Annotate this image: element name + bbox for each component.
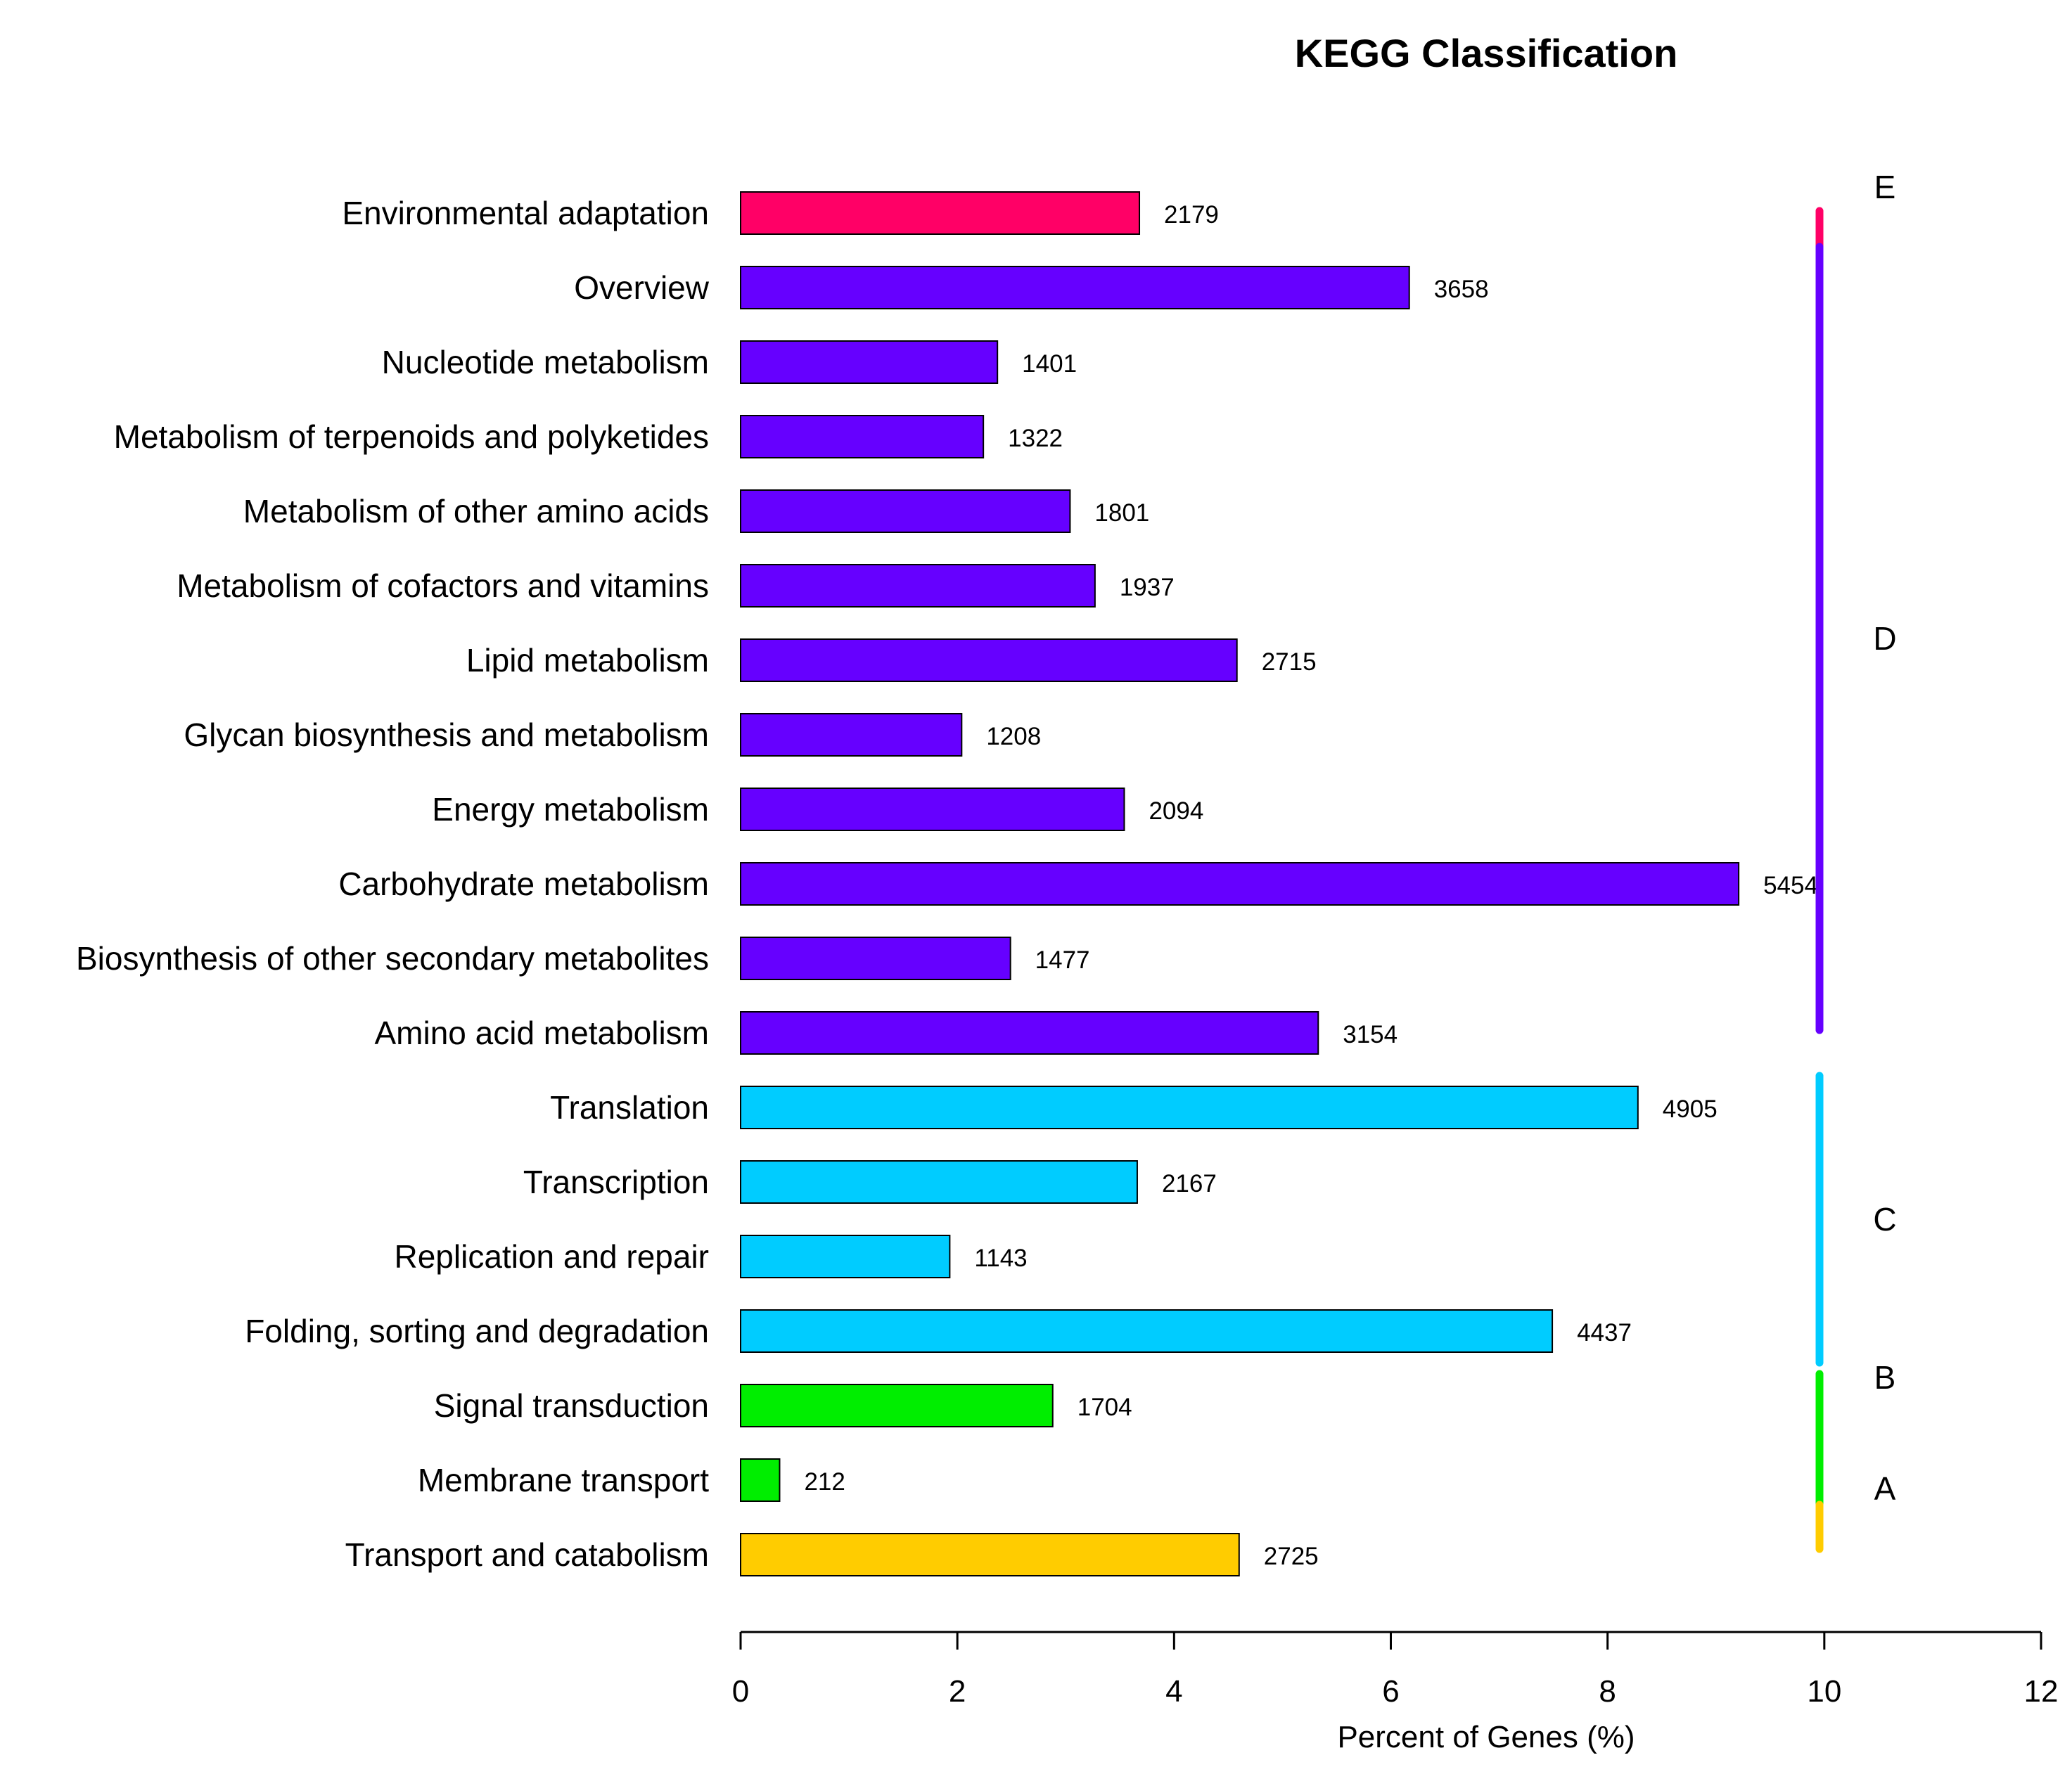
bar — [740, 191, 1141, 235]
x-tick-label: 10 — [1807, 1674, 1841, 1709]
value-label: 3154 — [1343, 1021, 1398, 1048]
bar — [740, 266, 1410, 309]
category-label: Signal transduction — [434, 1387, 709, 1424]
x-axis: 0 2 4 6 8 10 12 — [732, 1631, 2059, 1709]
category-label: Energy metabolism — [432, 791, 709, 828]
category-label: Transport and catabolism — [345, 1536, 709, 1573]
bar — [740, 1384, 1054, 1427]
value-label: 1937 — [1120, 574, 1175, 601]
value-label: 2094 — [1149, 797, 1203, 825]
value-label: 1208 — [986, 723, 1041, 750]
value-label: 2715 — [1262, 648, 1317, 676]
category-label: Lipid metabolism — [466, 642, 709, 679]
value-label: 1322 — [1008, 425, 1063, 452]
category-label: Overview — [574, 269, 709, 306]
category-label: Membrane transport — [418, 1462, 709, 1498]
bar — [740, 340, 999, 384]
group-label: A — [1874, 1470, 1896, 1507]
value-label: 3658 — [1434, 276, 1489, 303]
x-tick-label: 4 — [1165, 1674, 1182, 1709]
category-label: Environmental adaptation — [342, 195, 709, 231]
bar — [740, 415, 985, 458]
group-label: B — [1874, 1359, 1896, 1396]
bar — [740, 1011, 1319, 1055]
value-label: 2179 — [1164, 201, 1219, 229]
value-label: 4905 — [1663, 1095, 1718, 1123]
category-label: Nucleotide metabolism — [382, 344, 709, 380]
x-axis-title: Percent of Genes (%) — [1337, 1720, 1635, 1754]
category-labels: Environmental adaptation Overview Nucleoti… — [76, 195, 710, 1573]
bar — [740, 1086, 1639, 1129]
bar — [740, 788, 1125, 831]
bar — [740, 937, 1011, 980]
value-label: 212 — [804, 1468, 845, 1496]
value-label: 1143 — [974, 1245, 1027, 1272]
bar — [740, 713, 963, 757]
value-label: 1704 — [1077, 1394, 1132, 1421]
group-label: C — [1873, 1201, 1896, 1238]
bar — [740, 489, 1071, 533]
category-label: Amino acid metabolism — [374, 1015, 709, 1051]
category-label: Metabolism of cofactors and vitamins — [177, 567, 709, 604]
value-labels: 2179 3658 1401 1322 1801 1937 2715 1208 2094 5454… — [804, 201, 1818, 1570]
bar — [740, 1160, 1138, 1204]
x-tick-label: 8 — [1599, 1674, 1616, 1709]
bar — [740, 1458, 781, 1502]
value-label: 2167 — [1162, 1170, 1217, 1197]
bar — [740, 1309, 1554, 1353]
group-brackets: E D C B A — [1815, 169, 1897, 1553]
x-tick-label: 12 — [2024, 1674, 2059, 1709]
bar — [740, 564, 1096, 608]
x-tick-label: 2 — [949, 1674, 966, 1709]
category-label: Metabolism of other amino acids — [243, 493, 709, 529]
bar — [740, 1235, 951, 1278]
bar — [740, 638, 1238, 682]
bar — [740, 1533, 1240, 1576]
category-label: Glycan biosynthesis and metabolism — [184, 717, 709, 753]
category-label: Metabolism of terpenoids and polyketides — [114, 418, 709, 455]
category-label: Replication and repair — [395, 1238, 710, 1275]
value-label: 1477 — [1035, 946, 1090, 974]
value-label: 5454 — [1763, 872, 1818, 899]
category-label: Transcription — [523, 1164, 709, 1200]
bars-layer — [740, 191, 1740, 1576]
category-label: Folding, sorting and degradation — [245, 1313, 709, 1349]
value-label: 4437 — [1577, 1319, 1632, 1347]
group-label: E — [1874, 169, 1896, 205]
x-tick-label: 0 — [732, 1674, 749, 1709]
category-label: Carbohydrate metabolism — [338, 866, 709, 902]
value-label: 1401 — [1022, 350, 1077, 378]
x-tick-label: 6 — [1382, 1674, 1399, 1709]
category-label: Biosynthesis of other secondary metaboli… — [76, 940, 709, 977]
value-label: 1801 — [1094, 499, 1149, 527]
category-label: Translation — [550, 1089, 709, 1126]
group-label: D — [1873, 620, 1896, 657]
value-label: 2725 — [1264, 1543, 1319, 1570]
bar — [740, 862, 1740, 906]
chart-title: KEGG Classification — [1295, 31, 1678, 75]
